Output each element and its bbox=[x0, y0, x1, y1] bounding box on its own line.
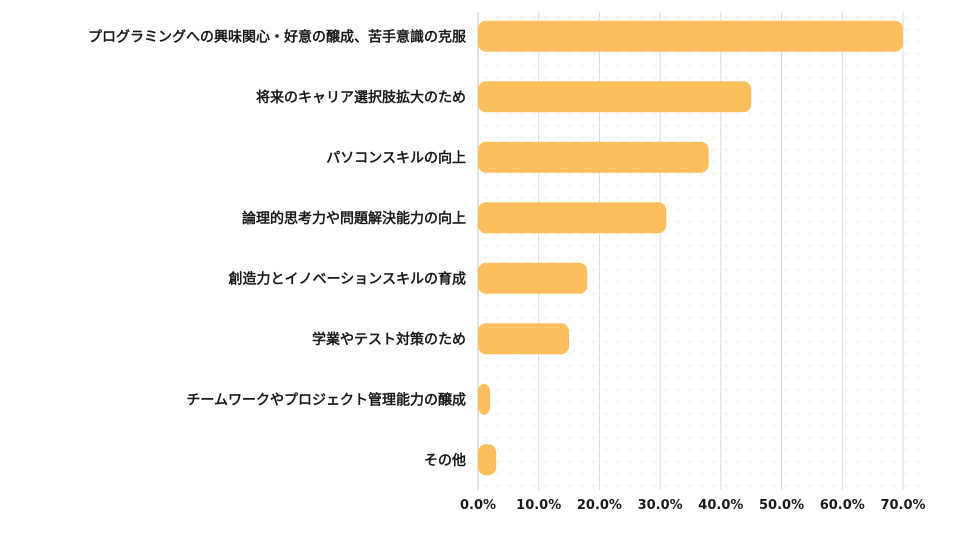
bar bbox=[478, 262, 588, 294]
bar bbox=[478, 81, 752, 113]
bar bbox=[478, 202, 667, 234]
category-labels: プログラミングへの興味関心・好意の醸成、苦手意識の克服将来のキャリア選択肢拡大の… bbox=[88, 28, 467, 469]
category-label: 学業やテスト対策のため bbox=[312, 331, 466, 348]
category-label: プログラミングへの興味関心・好意の醸成、苦手意識の克服 bbox=[88, 28, 467, 45]
x-tick-label: 10.0% bbox=[516, 498, 561, 513]
bar bbox=[478, 323, 570, 355]
bars bbox=[478, 20, 903, 476]
category-label: チームワークやプロジェクト管理能力の醸成 bbox=[186, 391, 466, 408]
x-tick-label: 70.0% bbox=[880, 498, 925, 513]
bar bbox=[478, 20, 903, 52]
bar bbox=[478, 141, 709, 173]
category-label: その他 bbox=[424, 452, 466, 469]
x-tick-label: 40.0% bbox=[698, 498, 743, 513]
x-tick-label: 30.0% bbox=[638, 498, 683, 513]
x-tick-label: 0.0% bbox=[460, 498, 496, 513]
bar bbox=[478, 444, 497, 476]
x-tick-labels: 0.0% 10.0% 20.0% 30.0% 40.0% 50.0% 60.0% 70.0% bbox=[460, 498, 926, 513]
category-label: パソコンスキルの向上 bbox=[326, 149, 466, 166]
x-tick-label: 60.0% bbox=[820, 498, 865, 513]
category-label: 創造力とイノベーションスキルの育成 bbox=[228, 270, 466, 287]
x-tick-label: 50.0% bbox=[759, 498, 804, 513]
x-tick-label: 20.0% bbox=[577, 498, 622, 513]
category-label: 将来のキャリア選択肢拡大のため bbox=[256, 89, 466, 106]
category-label: 論理的思考力や問題解決能力の向上 bbox=[242, 210, 466, 227]
bar bbox=[478, 383, 491, 415]
